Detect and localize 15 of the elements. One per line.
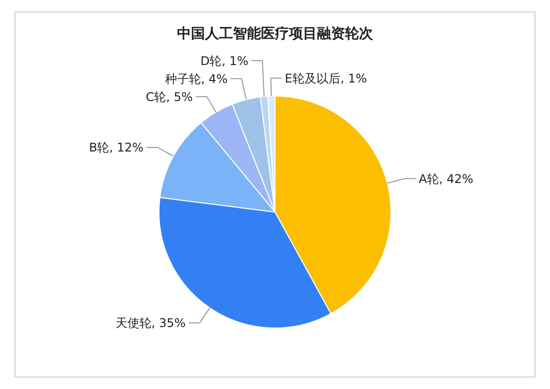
slice-label: 天使轮 (115, 316, 152, 330)
slice-label: A轮 (418, 172, 440, 186)
data-label: , 42% (439, 172, 474, 186)
slice-label: D轮 (200, 54, 222, 68)
data-label: , 12% (109, 140, 144, 155)
data-label: , 4% (201, 72, 228, 86)
chart-title: 中国人工智能医疗项目融资轮次 (177, 25, 374, 42)
data-label: , 35% (151, 316, 186, 330)
slice-label: 种子轮 (165, 72, 202, 86)
slice-label: C轮 (146, 90, 166, 104)
slice-label: E轮及以后 (284, 71, 340, 86)
data-label: , 5% (166, 90, 193, 104)
data-label: , 1% (222, 54, 248, 68)
slice-label: B轮 (89, 140, 110, 155)
data-label: , 1% (340, 71, 368, 86)
